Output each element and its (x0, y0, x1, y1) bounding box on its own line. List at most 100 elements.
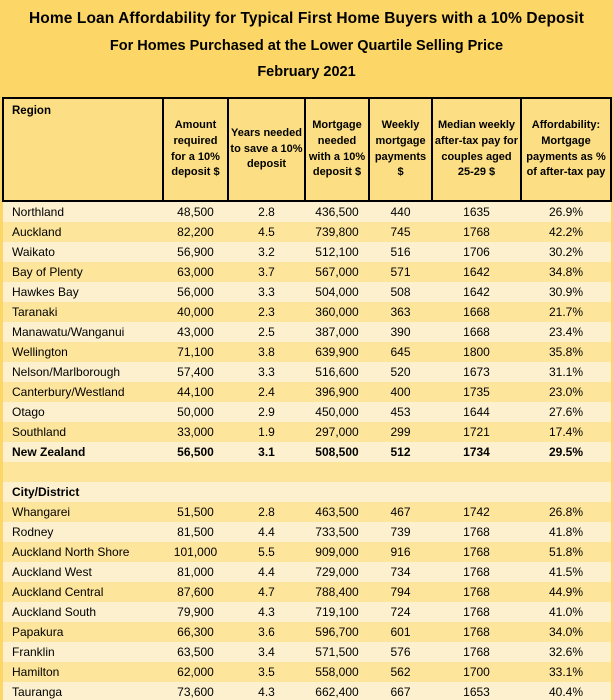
value-cell: 2.8 (258, 205, 275, 219)
table-row: Auckland South 79,900 4.3 719,100 724 1768 41.… (3, 602, 611, 622)
spacer-row (3, 462, 611, 482)
value-cell: 79,900 (177, 605, 214, 619)
column-header-years-needed: Years needed to save a 10% deposit (227, 97, 306, 202)
table-row: Auckland West 81,000 4.4 729,000 734 1768 41.5… (3, 562, 611, 582)
value-cell: 3.1 (258, 445, 275, 459)
value-cell: 33.1% (548, 665, 584, 679)
value-cell: 42.2% (548, 225, 584, 239)
value-cell: 1.9 (258, 425, 275, 439)
value-cell: 33,000 (177, 425, 214, 439)
value-cell: 1700 (463, 665, 490, 679)
table-row: Tauranga 73,600 4.3 662,400 667 1653 40.4% (3, 682, 611, 700)
value-cell: 82,200 (177, 225, 214, 239)
value-cell: 1734 (463, 445, 490, 459)
value-cell: 396,900 (315, 385, 359, 399)
title-line-1: Home Loan Affordability for Typical Firs… (29, 10, 584, 27)
value-cell: 1742 (463, 505, 490, 519)
value-cell: 1721 (463, 425, 490, 439)
city-name-cell: Tauranga (12, 685, 63, 699)
value-cell: 3.8 (258, 345, 275, 359)
table-row: Papakura 66,300 3.6 596,700 601 1768 34.0% (3, 622, 611, 642)
value-cell: 739 (390, 525, 411, 539)
value-cell: 56,000 (177, 285, 214, 299)
city-name-cell: Auckland West (12, 565, 92, 579)
value-cell: 26.9% (548, 205, 584, 219)
affordability-table: Region Amount required for a 10% deposit… (2, 97, 612, 700)
table-row: Southland 33,000 1.9 297,000 299 1721 17.4% (3, 422, 611, 442)
value-cell: 73,600 (177, 685, 214, 699)
table-row: Rodney 81,500 4.4 733,500 739 1768 41.8% (3, 522, 611, 542)
table-row: Whangarei 51,500 2.8 463,500 467 1742 26.8% (3, 502, 611, 522)
value-cell: 467 (390, 505, 411, 519)
value-cell: 43,000 (177, 325, 214, 339)
value-cell: 571,500 (315, 645, 359, 659)
value-cell: 724 (390, 605, 411, 619)
value-cell: 63,500 (177, 645, 214, 659)
city-name-cell: Rodney (12, 525, 54, 539)
region-name-cell: Waikato (12, 245, 55, 259)
value-cell: 3.5 (258, 665, 275, 679)
table-body: Northland 48,500 2.8 436,500 440 1635 26.9% Auc… (3, 201, 611, 700)
value-cell: 576 (390, 645, 411, 659)
table-row: Hawkes Bay 56,000 3.3 504,000 508 1642 30.9% (3, 282, 611, 302)
value-cell: 63,000 (177, 265, 214, 279)
table-row: Auckland 82,200 4.5 739,800 745 1768 42.2% (3, 222, 611, 242)
value-cell: 516,600 (315, 365, 359, 379)
region-name-cell: Manawatu/Wanganui (12, 325, 125, 339)
city-name-cell: Auckland Central (12, 585, 104, 599)
region-name-cell: Auckland (12, 225, 62, 239)
value-cell: 916 (390, 545, 411, 559)
value-cell: 1768 (463, 545, 490, 559)
value-cell: 51.8% (548, 545, 584, 559)
value-cell: 101,000 (173, 545, 218, 559)
value-cell: 400 (390, 385, 411, 399)
empty-cell (163, 482, 228, 502)
value-cell: 463,500 (315, 505, 359, 519)
table-row: Wellington 71,100 3.8 639,900 645 1800 35.8% (3, 342, 611, 362)
city-name-cell: Auckland South (12, 605, 97, 619)
value-cell: 1768 (463, 605, 490, 619)
value-cell: 56,900 (177, 245, 214, 259)
value-cell: 2.8 (258, 505, 275, 519)
value-cell: 4.3 (258, 685, 275, 699)
value-cell: 909,000 (315, 545, 359, 559)
table-row: Manawatu/Wanganui 43,000 2.5 387,000 390 1668… (3, 322, 611, 342)
value-cell: 733,500 (315, 525, 359, 539)
column-header-mortgage-needed: Mortgage needed with a 10% deposit $ (304, 97, 370, 202)
value-cell: 81,500 (177, 525, 214, 539)
value-cell: 40.4% (548, 685, 584, 699)
value-cell: 40,000 (177, 305, 214, 319)
value-cell: 35.8% (548, 345, 584, 359)
value-cell: 562 (390, 665, 411, 679)
value-cell: 794 (390, 585, 411, 599)
value-cell: 512 (390, 445, 411, 459)
city-name-cell: Whangarei (12, 505, 71, 519)
column-header-affordability: Affordability: Mortgage payments as % of… (520, 97, 612, 202)
value-cell: 1642 (463, 265, 490, 279)
value-cell: 57,400 (177, 365, 214, 379)
value-cell: 5.5 (258, 545, 275, 559)
value-cell: 436,500 (315, 205, 359, 219)
value-cell: 387,000 (315, 325, 359, 339)
value-cell: 729,000 (315, 565, 359, 579)
value-cell: 567,000 (315, 265, 359, 279)
value-cell: 62,000 (177, 665, 214, 679)
value-cell: 390 (390, 325, 411, 339)
region-name-cell: Wellington (12, 345, 68, 359)
value-cell: 87,600 (177, 585, 214, 599)
value-cell: 1768 (463, 645, 490, 659)
empty-cell (521, 482, 611, 502)
value-cell: 41.8% (548, 525, 584, 539)
column-header-weekly-payments: Weekly mortgage payments $ (368, 97, 433, 202)
value-cell: 662,400 (315, 685, 359, 699)
empty-cell (369, 482, 432, 502)
table-row: Auckland Central 87,600 4.7 788,400 794 1768 4… (3, 582, 611, 602)
value-cell: 601 (390, 625, 411, 639)
empty-cell (305, 482, 369, 502)
value-cell: 1653 (463, 685, 490, 699)
value-cell: 3.6 (258, 625, 275, 639)
value-cell: 1673 (463, 365, 490, 379)
value-cell: 3.3 (258, 365, 275, 379)
city-name-cell: Franklin (12, 645, 55, 659)
value-cell: 1768 (463, 585, 490, 599)
